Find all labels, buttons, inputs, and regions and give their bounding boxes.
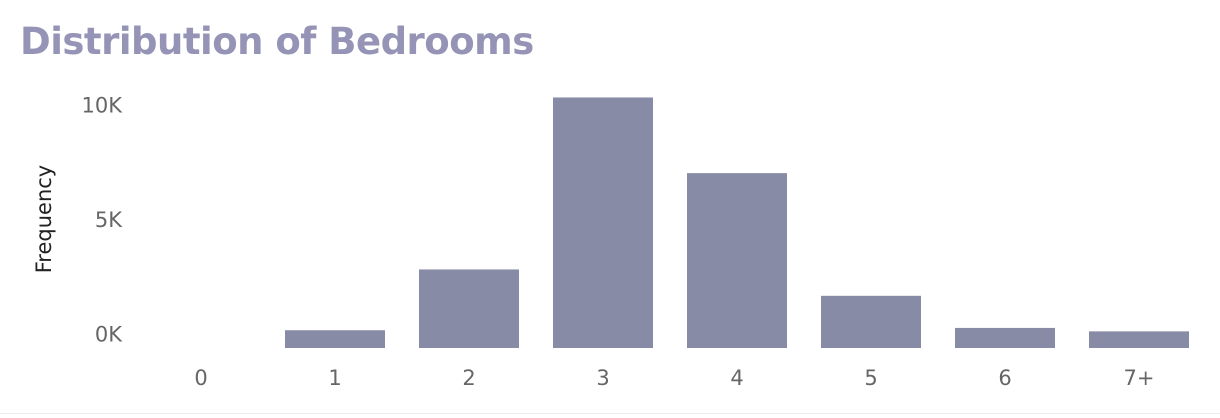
- bar-2[interactable]: [419, 269, 519, 348]
- bottom-divider: [0, 413, 1220, 414]
- x-tick-label: 0: [194, 366, 207, 390]
- x-tick-label: 1: [328, 366, 341, 390]
- y-tick-label: 0K: [95, 323, 123, 347]
- y-axis-ticks: 0K 5K 10K: [82, 93, 124, 346]
- bar-7plus[interactable]: [1089, 331, 1189, 348]
- bar-5[interactable]: [821, 295, 921, 348]
- x-tick-label: 7+: [1124, 366, 1155, 390]
- x-tick-label: 2: [462, 366, 475, 390]
- bar-1[interactable]: [285, 330, 385, 348]
- bar-3[interactable]: [553, 97, 653, 348]
- y-tick-label: 10K: [82, 93, 124, 117]
- chart-title: Distribution of Bedrooms: [20, 20, 534, 63]
- x-axis-ticks: 0 1 2 3 4 5 6 7+: [194, 366, 1154, 390]
- x-tick-label: 4: [730, 366, 743, 390]
- x-tick-label: 5: [864, 366, 877, 390]
- y-axis-label: Frequency: [32, 165, 56, 274]
- y-tick-label: 5K: [95, 208, 123, 232]
- bars: [285, 97, 1189, 348]
- bar-6[interactable]: [955, 327, 1055, 348]
- x-tick-label: 3: [596, 366, 609, 390]
- x-tick-label: 6: [998, 366, 1011, 390]
- bar-4[interactable]: [687, 173, 787, 348]
